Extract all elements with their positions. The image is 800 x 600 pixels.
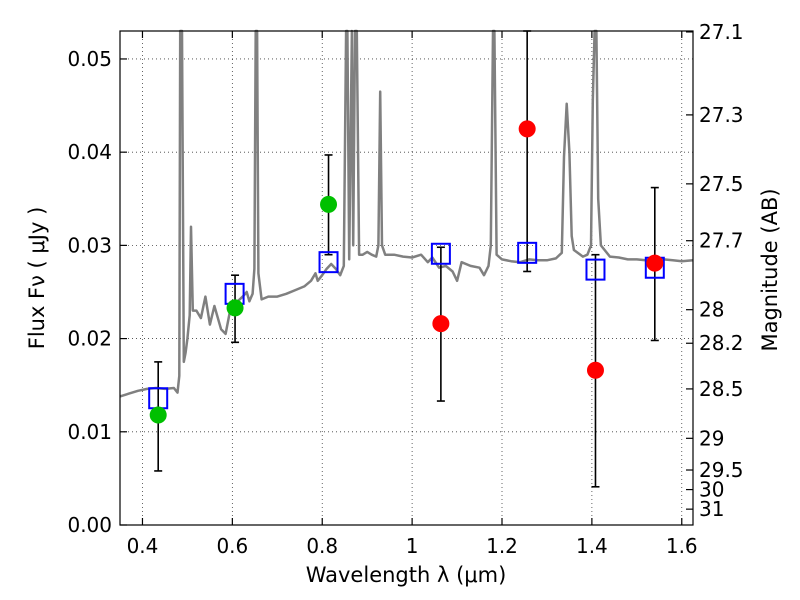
y-tick-label: 0.01 bbox=[67, 420, 112, 444]
red-observed-point bbox=[586, 361, 604, 379]
y-tick-label: 0.00 bbox=[67, 513, 112, 537]
grid bbox=[120, 31, 693, 525]
right-tick-label: 27.1 bbox=[699, 20, 744, 44]
y-tick-label: 0.04 bbox=[67, 140, 112, 164]
spectrum-layer bbox=[119, 29, 694, 398]
red-observed-point bbox=[646, 254, 664, 272]
right-tick-label: 27.5 bbox=[699, 172, 744, 196]
right-tick-label: 28.5 bbox=[699, 377, 744, 401]
right-tick-label: 27.7 bbox=[699, 229, 744, 253]
plot-frame bbox=[119, 30, 694, 526]
right-tick-label: 29 bbox=[699, 426, 724, 450]
y-tick-label: 0.03 bbox=[67, 233, 112, 257]
model-photometry-square bbox=[430, 242, 451, 265]
red-observed-point bbox=[432, 315, 450, 333]
model-photometry-square bbox=[517, 241, 538, 264]
x-tick-label: 0.6 bbox=[216, 534, 248, 558]
axes: 0.4 0.6 0.8 1 1.2 1.4 1.6 0.00 0.01 0.02 0.03 0.04 0… bbox=[67, 20, 743, 558]
right-tick-label: 27.3 bbox=[699, 103, 744, 127]
x-tick-label: 1.6 bbox=[666, 534, 698, 558]
right-tick-label: 30 bbox=[699, 478, 724, 502]
right-tick-label: 29.5 bbox=[699, 458, 744, 482]
model-photometry-square bbox=[585, 258, 606, 281]
right-tick-label: 28 bbox=[699, 298, 724, 322]
x-tick-label: 1 bbox=[406, 534, 419, 558]
green-observed-point bbox=[226, 299, 244, 317]
marker-layer bbox=[148, 120, 665, 424]
y-tick-label: 0.05 bbox=[67, 47, 112, 71]
green-observed-point bbox=[149, 406, 167, 424]
right-tick-label: 31 bbox=[699, 497, 724, 521]
x-axis-label: Wavelength λ (μm) bbox=[306, 563, 507, 587]
right-axis-label: Magnitude (AB) bbox=[758, 188, 782, 351]
model-photometry-square bbox=[318, 251, 339, 274]
spectrum-line bbox=[119, 29, 694, 398]
x-tick-label: 0.4 bbox=[127, 534, 159, 558]
red-observed-point bbox=[518, 120, 536, 138]
right-tick-label: 28.2 bbox=[699, 331, 744, 355]
green-observed-point bbox=[320, 195, 338, 213]
y-axis-label: Flux Fν ( μJy ) bbox=[25, 207, 49, 350]
errorbar-layer bbox=[154, 30, 659, 488]
y-tick-label: 0.02 bbox=[67, 327, 112, 351]
x-tick-label: 0.8 bbox=[306, 534, 338, 558]
x-tick-label: 1.4 bbox=[576, 534, 608, 558]
x-tick-label: 1.2 bbox=[486, 534, 518, 558]
